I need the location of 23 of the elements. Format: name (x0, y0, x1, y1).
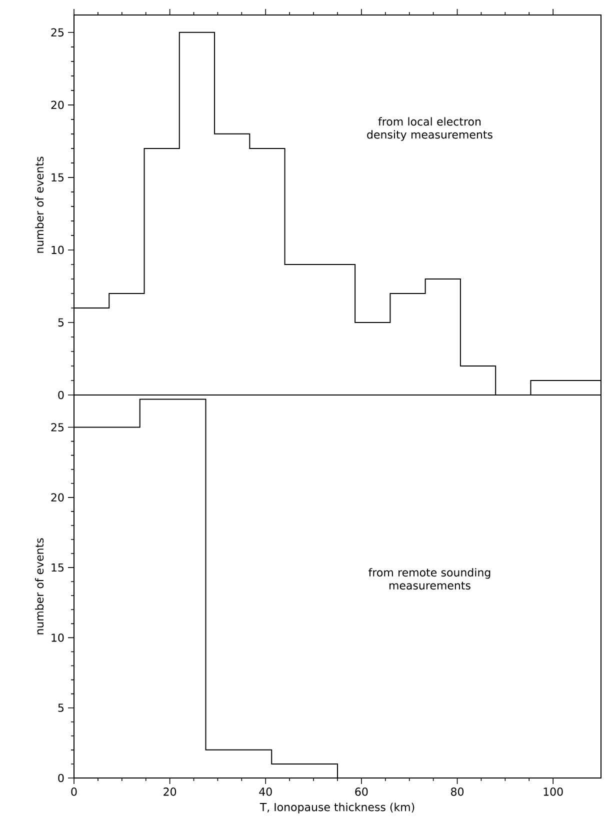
annotation: from remote sounding measurements (368, 568, 490, 590)
y-tick-label: 15 (52, 563, 64, 572)
y-tick-label: 0 (58, 774, 64, 782)
x-tick-label: 40 (259, 788, 272, 796)
y-tick-label: 15 (52, 173, 64, 182)
x-tick-label: 80 (451, 788, 464, 796)
x-tick-label: 0 (71, 788, 77, 796)
x-tick-label: 100 (544, 788, 563, 796)
y-tick-label: 20 (51, 100, 64, 110)
y-tick-label: 5 (58, 704, 64, 712)
y-tick-label: 25 (51, 28, 64, 37)
y-tick-label: 10 (52, 246, 64, 254)
y-tick-label: 10 (52, 634, 64, 642)
y-tick-label: 5 (58, 318, 64, 327)
y-axis-title: number of events (35, 538, 44, 634)
y-tick-label: 25 (51, 423, 64, 432)
x-tick-label: 60 (355, 788, 368, 796)
annotation: from local electron density measurements (367, 117, 492, 141)
y-tick-label: 0 (58, 390, 64, 400)
x-axis-title: T, Ionopause thickness (km) (260, 802, 414, 814)
x-tick-label: 20 (164, 788, 176, 796)
y-tick-label: 20 (51, 493, 64, 502)
y-axis-title: number of events (35, 156, 44, 253)
